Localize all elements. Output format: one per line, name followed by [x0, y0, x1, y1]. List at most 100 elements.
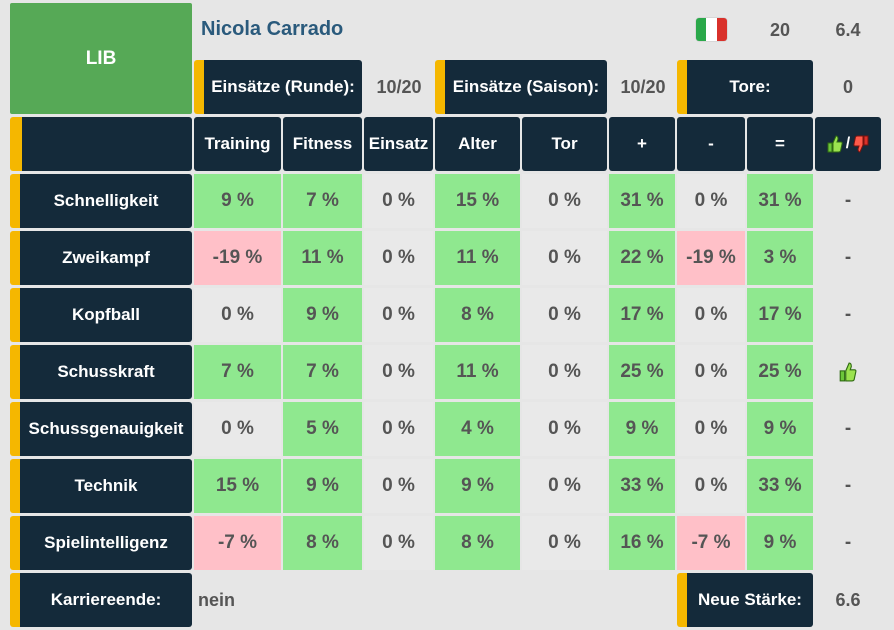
table-cell: 0 %	[364, 345, 433, 399]
row-label: Schnelligkeit	[10, 174, 192, 228]
table-cell: 0 %	[522, 345, 607, 399]
table-cell: 0 %	[364, 459, 433, 513]
table-cell: 9 %	[283, 288, 362, 342]
table-cell: 16 %	[609, 516, 675, 570]
row-label: Schussgenauigkeit	[10, 402, 192, 456]
position-badge: LIB	[10, 3, 192, 114]
new-strength-label: Neue Stärke:	[677, 573, 813, 627]
table-cell: 11 %	[435, 345, 520, 399]
table-cell: 9 %	[283, 459, 362, 513]
trend-indicator: -	[844, 532, 852, 553]
stat-value-appearances-season: 10/20	[620, 76, 666, 97]
table-cell: 17 %	[609, 288, 675, 342]
thumbs-up-icon	[815, 345, 881, 399]
stat-value-appearances-round: 10/20	[376, 76, 422, 97]
table-cell: -19 %	[194, 231, 281, 285]
table-cell: 0 %	[522, 288, 607, 342]
new-strength-value: 6.6	[835, 589, 861, 610]
row-label: Zweikampf	[10, 231, 192, 285]
player-age: 20	[769, 19, 791, 40]
table-cell: 15 %	[194, 459, 281, 513]
column-header: Fitness	[283, 117, 362, 171]
table-cell: 9 %	[747, 402, 813, 456]
thumbs-up-icon	[827, 135, 843, 153]
row-label: Spielintelligenz	[10, 516, 192, 570]
career-end-value: nein	[198, 589, 236, 610]
table-cell: 7 %	[194, 345, 281, 399]
trend-indicator: -	[844, 190, 852, 211]
table-cell: 25 %	[747, 345, 813, 399]
table-cell: 0 %	[364, 174, 433, 228]
table-cell: 8 %	[283, 516, 362, 570]
table-cell: 0 %	[522, 174, 607, 228]
table-cell: -19 %	[677, 231, 745, 285]
column-header: Tor	[522, 117, 607, 171]
table-cell: 0 %	[194, 288, 281, 342]
table-cell: 33 %	[609, 459, 675, 513]
table-cell: 0 %	[364, 231, 433, 285]
trend-indicator: -	[844, 304, 852, 325]
table-cell: 9 %	[194, 174, 281, 228]
thumbs-down-icon	[853, 135, 869, 153]
table-cell: 0 %	[522, 516, 607, 570]
trend-column-header: /	[815, 117, 881, 171]
table-cell: 0 %	[677, 402, 745, 456]
table-cell: 8 %	[435, 516, 520, 570]
table-corner-header	[10, 117, 192, 171]
player-name[interactable]: Nicola Carrado	[201, 18, 344, 40]
stat-label-appearances-season: Einsätze (Saison):	[435, 60, 607, 114]
career-end-label: Karriereende:	[10, 573, 192, 627]
table-cell: -7 %	[677, 516, 745, 570]
flag-stripe-white	[706, 18, 717, 41]
flag-stripe-green	[696, 18, 707, 41]
table-cell: 9 %	[609, 402, 675, 456]
table-cell: 0 %	[522, 459, 607, 513]
table-cell: 0 %	[364, 516, 433, 570]
column-header: +	[609, 117, 675, 171]
table-cell: -7 %	[194, 516, 281, 570]
row-label: Technik	[10, 459, 192, 513]
column-header: =	[747, 117, 813, 171]
trend-indicator: -	[844, 247, 852, 268]
table-cell: 7 %	[283, 174, 362, 228]
column-header: Alter	[435, 117, 520, 171]
trend-indicator: -	[844, 418, 852, 439]
table-cell: 0 %	[677, 345, 745, 399]
table-cell: 22 %	[609, 231, 675, 285]
table-cell: 9 %	[747, 516, 813, 570]
table-cell: 15 %	[435, 174, 520, 228]
table-cell: 0 %	[677, 174, 745, 228]
table-cell: 0 %	[677, 288, 745, 342]
italy-flag-icon	[696, 18, 727, 41]
table-cell: 3 %	[747, 231, 813, 285]
table-cell: 4 %	[435, 402, 520, 456]
player-strength: 6.4	[835, 19, 861, 40]
table-cell: 8 %	[435, 288, 520, 342]
table-cell: 11 %	[435, 231, 520, 285]
table-cell: 11 %	[283, 231, 362, 285]
column-header: Einsatz	[364, 117, 433, 171]
stat-value-goals: 0	[842, 76, 853, 97]
stat-label-goals: Tore:	[677, 60, 813, 114]
trend-indicator: -	[844, 475, 852, 496]
trend-separator: /	[845, 135, 851, 152]
table-cell: 0 %	[522, 231, 607, 285]
row-label: Kopfball	[10, 288, 192, 342]
column-header: -	[677, 117, 745, 171]
table-cell: 9 %	[435, 459, 520, 513]
table-cell: 25 %	[609, 345, 675, 399]
table-cell: 31 %	[747, 174, 813, 228]
row-label: Schusskraft	[10, 345, 192, 399]
table-cell: 0 %	[194, 402, 281, 456]
column-header: Training	[194, 117, 281, 171]
table-cell: 0 %	[677, 459, 745, 513]
table-cell: 0 %	[522, 402, 607, 456]
table-cell: 5 %	[283, 402, 362, 456]
table-cell: 33 %	[747, 459, 813, 513]
table-cell: 17 %	[747, 288, 813, 342]
table-cell: 0 %	[364, 402, 433, 456]
flag-stripe-red	[716, 18, 727, 41]
table-cell: 31 %	[609, 174, 675, 228]
table-cell: 7 %	[283, 345, 362, 399]
table-cell: 0 %	[364, 288, 433, 342]
